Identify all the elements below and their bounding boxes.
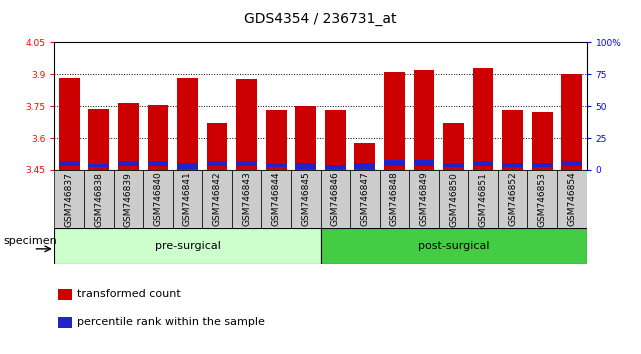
Text: pre-surgical: pre-surgical [154, 241, 221, 251]
Bar [118, 103, 138, 170]
Bar [562, 161, 582, 166]
Text: GSM746850: GSM746850 [449, 172, 458, 227]
Text: GSM746838: GSM746838 [94, 172, 103, 227]
Bar [443, 123, 464, 170]
Bar [203, 170, 232, 228]
Bar [384, 72, 404, 170]
Text: GSM746854: GSM746854 [567, 172, 576, 227]
Bar [88, 109, 109, 170]
Bar [147, 161, 169, 166]
Bar [59, 161, 79, 166]
Bar [350, 170, 379, 228]
Bar [113, 170, 143, 228]
Bar [58, 289, 72, 300]
Bar [88, 164, 109, 167]
Bar [296, 163, 316, 169]
Bar [528, 170, 557, 228]
Bar [503, 110, 523, 170]
Bar [58, 317, 72, 329]
Bar [206, 123, 228, 170]
Text: GSM746851: GSM746851 [479, 172, 488, 227]
Bar [54, 170, 84, 228]
Bar [379, 170, 409, 228]
Bar [320, 170, 350, 228]
Bar [232, 170, 262, 228]
Text: GSM746847: GSM746847 [360, 172, 369, 227]
Bar [413, 70, 435, 170]
Bar [320, 228, 587, 264]
Bar [503, 163, 523, 167]
Text: GSM746837: GSM746837 [65, 172, 74, 227]
Bar [59, 78, 79, 170]
Bar [84, 170, 113, 228]
Bar [413, 160, 435, 166]
Bar [296, 106, 316, 170]
Text: GDS4354 / 236731_at: GDS4354 / 236731_at [244, 12, 397, 27]
Bar [237, 161, 257, 166]
Bar [325, 110, 345, 170]
Bar [562, 74, 582, 170]
Bar [262, 170, 291, 228]
Bar [206, 161, 228, 166]
Bar [472, 161, 494, 166]
Bar [143, 170, 172, 228]
Text: GSM746839: GSM746839 [124, 172, 133, 227]
Text: GSM746841: GSM746841 [183, 172, 192, 227]
Bar [532, 163, 553, 167]
Bar [498, 170, 528, 228]
Bar [409, 170, 438, 228]
Bar [177, 163, 198, 169]
Text: specimen: specimen [3, 236, 57, 246]
Text: GSM746853: GSM746853 [538, 172, 547, 227]
Text: GSM746845: GSM746845 [301, 172, 310, 227]
Bar [354, 143, 375, 170]
Bar [237, 79, 257, 170]
Bar [177, 78, 198, 170]
Bar [557, 170, 587, 228]
Text: GSM746842: GSM746842 [213, 172, 222, 227]
Bar [266, 110, 287, 170]
Text: GSM746844: GSM746844 [272, 172, 281, 227]
Text: GSM746843: GSM746843 [242, 172, 251, 227]
Bar [472, 68, 494, 170]
Bar [118, 161, 138, 166]
Bar [469, 170, 498, 228]
Bar [291, 170, 320, 228]
Text: GSM746848: GSM746848 [390, 172, 399, 227]
Text: transformed count: transformed count [77, 289, 181, 299]
Bar [54, 228, 320, 264]
Bar [354, 163, 375, 169]
Bar [325, 165, 345, 169]
Bar [532, 112, 553, 170]
Bar [266, 164, 287, 167]
Text: GSM746849: GSM746849 [419, 172, 428, 227]
Bar [443, 163, 464, 167]
Bar [384, 160, 404, 166]
Text: GSM746846: GSM746846 [331, 172, 340, 227]
Text: post-surgical: post-surgical [418, 241, 489, 251]
Text: GSM746840: GSM746840 [153, 172, 162, 227]
Text: percentile rank within the sample: percentile rank within the sample [77, 317, 265, 327]
Bar [147, 105, 169, 170]
Text: GSM746852: GSM746852 [508, 172, 517, 227]
Bar [438, 170, 469, 228]
Bar [172, 170, 203, 228]
